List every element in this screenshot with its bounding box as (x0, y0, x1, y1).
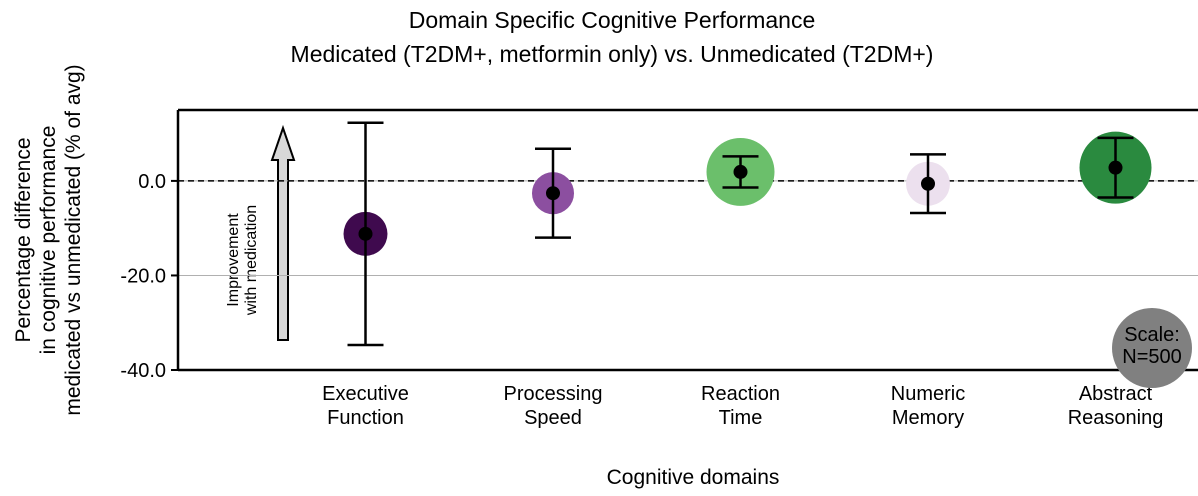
x-tick-label: Function (327, 407, 404, 429)
x-tick-label: Numeric (891, 383, 965, 405)
point (358, 226, 373, 241)
x-axis-label: Cognitive domains (607, 466, 780, 489)
scale-label: N=500 (1122, 346, 1182, 368)
y-label-line: in cognitive performance (37, 126, 60, 355)
y-tick-label: -40.0 (120, 360, 166, 382)
x-tick-label: Reasoning (1068, 407, 1164, 429)
y-tick-label: 0.0 (138, 171, 166, 193)
y-axis-label: Percentage difference in cognitive perfo… (12, 64, 85, 415)
improvement-arrow (270, 124, 296, 341)
x-tick-label: Memory (892, 407, 964, 429)
x-tick-label: Abstract (1079, 383, 1153, 405)
chart-subtitle: Medicated (T2DM+, metformin only) vs. Un… (291, 41, 934, 67)
x-tick-label: Executive (322, 383, 409, 405)
y-label-line: Percentage difference (12, 137, 35, 342)
x-tick-label: Time (719, 407, 763, 429)
point (1108, 160, 1123, 175)
y-tick-label: -20.0 (120, 265, 166, 287)
chart-title: Domain Specific Cognitive Performance (409, 7, 816, 33)
x-tick-label: Processing (504, 383, 603, 405)
scale-label: Scale: (1124, 324, 1180, 346)
point (546, 186, 560, 201)
annotation-line: Improvement (225, 213, 242, 307)
y-label-line: medicated vs unmedicated (% of avg) (62, 64, 85, 415)
annotation-line: with medication (243, 205, 260, 316)
point (921, 176, 935, 191)
point (733, 164, 748, 179)
x-tick-label: Reaction (701, 383, 780, 405)
scale-bubble (1112, 308, 1192, 388)
annotation: Improvement with medication (225, 205, 260, 316)
x-tick-label: Speed (524, 407, 582, 429)
